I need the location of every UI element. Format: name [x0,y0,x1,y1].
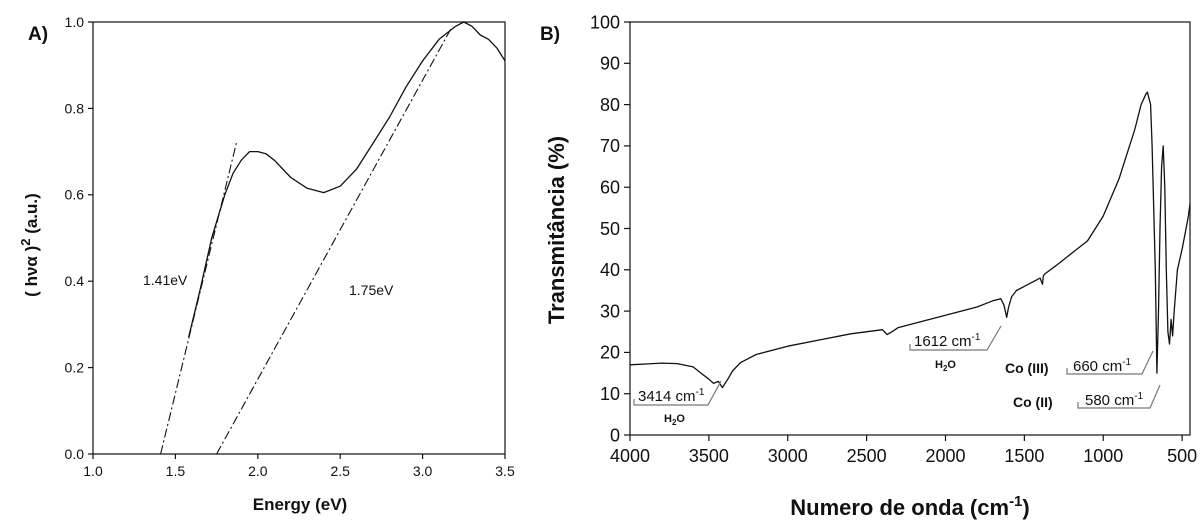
panel-a-y-tick-label: 0.8 [65,100,85,116]
panel-a-y-tick-label: 0.6 [65,187,85,203]
panel-a-series [160,21,506,455]
panel-a-series-2-tangent [216,26,453,455]
panel-a-x-tick-label: 3.0 [413,463,433,479]
panel-b-x-tick-label: 2500 [847,446,887,466]
annotation-co-ii-leader [1077,384,1161,409]
panel-b-y-tick-label: 90 [600,54,620,74]
panel-b-x-tick-label: 500 [1167,446,1197,466]
panel-b-label: B) [540,24,560,45]
annotation-1612-sub: 2 [943,364,948,373]
panel-a-annotation-1-41ev: 1.41eV [143,272,188,288]
panel-b-y-tick-label: 30 [600,301,620,321]
panel-b-x-tick-label: 4000 [610,446,650,466]
panel-a-x-tick-label: 1.5 [166,463,186,479]
panel-b-y-tick-label: 70 [600,136,620,156]
panel-b-y-tick-label: 10 [600,384,620,404]
annotation-co-ii-wn: 580 cm [1085,392,1134,409]
annotation-co-iii-exp: -1 [1122,357,1131,368]
annotation-co-ii-exp: -1 [1134,391,1143,402]
panel-a-series-1-tangent [160,142,237,455]
panel-b-y-tick-label: 20 [600,343,620,363]
annotation-co-ii-wavenumber: 580 cm-1 [1085,391,1144,409]
panel-a-y-axis-exponent: 2 [18,239,33,246]
panel-a-y-tick-label: 0.2 [65,360,85,376]
panel-b-y-tick-label: 50 [600,219,620,239]
panel-b-x-tick-label: 3500 [689,446,729,466]
panel-a-y-tick-label: 0.4 [65,273,85,289]
panel-b: B) 4000 3500 3000 2500 2000 1500 1000 500 0 10 20 3… [540,12,1197,520]
annotation-3414-h: H [664,413,672,425]
panel-b-series-0-curve [629,91,1191,389]
annotation-1612-group: H2O [935,359,956,373]
panel-a-x-axis-title: Energy (eV) [253,495,347,514]
annotation-3414-wavenumber: 3414 cm-1 [638,387,705,405]
panel-b-x-axis-base: Numero de onda (cm [790,495,1009,520]
panel-b-x-tick-label: 1000 [1083,446,1123,466]
panel-b-y-tick-label: 100 [590,12,620,32]
annotation-1612-wavenumber: 1612 cm-1 [914,332,981,350]
annotation-1612-wn: 1612 cm [914,333,972,350]
panel-a-y-axis-base: ( hνα ) [22,246,41,297]
panel-b-x-axis-title: Numero de onda (cm-1) [790,493,1029,520]
annotation-1612-o: O [947,359,956,371]
annotation-co-iii-wavenumber: 660 cm-1 [1073,357,1132,375]
annotation-3414-group: H2O [664,413,685,427]
panel-a: A) 1.0 1.5 2.0 2.5 3.0 3.5 0.0 0.2 0.4 0.6 0.81.0 … [18,14,515,514]
annotation-1612-h: H [935,359,943,371]
annotation-3414-sub: 2 [672,418,677,427]
annotation-co-iii: Co (III) 660 cm-1 [1005,350,1154,376]
panel-a-y-tick-label: 1.0 [65,14,85,30]
annotation-1612: 1612 cm-1 H2O [909,325,1002,373]
panel-a-y-tick-label: 0.0 [65,446,85,462]
annotation-1612-leader [909,325,1002,351]
panel-b-x-axis-close: ) [1022,495,1029,520]
panel-a-y-axis-unit: (a.u.) [22,193,41,238]
annotation-co-ii-label: Co (II) [1013,394,1053,410]
panel-a-label: A) [28,24,48,45]
annotation-co-iii-label: Co (III) [1005,360,1049,376]
panel-b-y-axis-title: Transmitância (%) [544,136,569,324]
panel-a-y-axis-title: ( hνα )2 (a.u.) [18,193,41,297]
panel-a-series-0-curve [187,21,506,338]
annotation-1612-exp: -1 [972,332,981,343]
panel-b-y-tick-label: 40 [600,260,620,280]
panel-a-ticks: 1.0 1.5 2.0 2.5 3.0 3.5 0.0 0.2 0.4 0.6 0.8 1.0 [65,14,515,479]
panel-b-x-tick-label: 1500 [1004,446,1044,466]
annotation-co-iii-wn: 660 cm [1073,358,1122,375]
panel-b-x-axis-exponent: -1 [1009,493,1022,510]
panel-a-annotation-1-75ev: 1.75eV [349,282,394,298]
annotation-3414-exp: -1 [696,387,705,398]
annotation-co-ii: Co (II) 580 cm-1 [1013,384,1161,410]
panel-b-series [629,91,1191,389]
panel-b-y-tick-label: 80 [600,95,620,115]
panel-a-plot-frame [92,21,506,455]
panel-b-x-tick-label: 2000 [925,446,965,466]
annotation-3414: 3414 cm-1 H2O [633,380,722,427]
panel-b-y-tick-label: 60 [600,178,620,198]
annotation-3414-wn: 3414 cm [638,388,696,405]
panel-b-ticks: 4000 3500 3000 2500 2000 1500 1000 500 0 10 20 30 40… [590,12,1197,466]
panel-a-x-tick-label: 2.0 [248,463,268,479]
panel-b-y-tick-label: 0 [610,425,620,445]
annotation-3414-leader [633,380,722,406]
panel-a-x-tick-label: 2.5 [330,463,350,479]
annotation-3414-o: O [676,413,685,425]
panel-a-x-tick-label: 3.5 [495,463,515,479]
annotation-co-iii-leader [1066,350,1154,375]
panel-b-x-tick-label: 3000 [768,446,808,466]
panel-a-x-tick-label: 1.0 [83,463,103,479]
